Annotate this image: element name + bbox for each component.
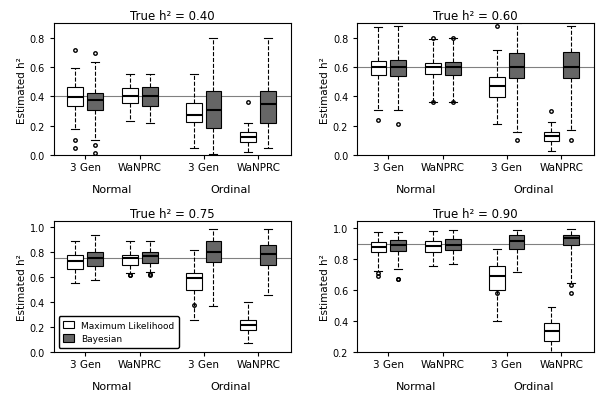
PathPatch shape [241, 133, 256, 143]
PathPatch shape [206, 241, 221, 262]
PathPatch shape [142, 252, 158, 263]
PathPatch shape [87, 94, 103, 111]
Text: Ordinal: Ordinal [514, 381, 554, 391]
Text: Ordinal: Ordinal [211, 381, 251, 391]
Text: Ordinal: Ordinal [211, 184, 251, 194]
PathPatch shape [241, 320, 256, 330]
PathPatch shape [67, 88, 83, 107]
PathPatch shape [67, 255, 83, 269]
Title: True h² = 0.75: True h² = 0.75 [130, 207, 215, 220]
PathPatch shape [445, 63, 461, 75]
Y-axis label: Estimated h²: Estimated h² [17, 57, 27, 123]
Text: Normal: Normal [395, 184, 436, 194]
PathPatch shape [544, 323, 559, 341]
PathPatch shape [122, 256, 138, 265]
Text: Normal: Normal [395, 381, 436, 391]
PathPatch shape [142, 88, 158, 107]
PathPatch shape [371, 62, 386, 76]
PathPatch shape [206, 92, 221, 128]
PathPatch shape [509, 236, 524, 250]
Text: Ordinal: Ordinal [514, 184, 554, 194]
PathPatch shape [122, 89, 138, 104]
PathPatch shape [371, 242, 386, 253]
PathPatch shape [489, 78, 505, 98]
Title: True h² = 0.60: True h² = 0.60 [433, 10, 518, 23]
PathPatch shape [87, 252, 103, 267]
PathPatch shape [390, 61, 406, 77]
PathPatch shape [509, 53, 524, 79]
PathPatch shape [425, 64, 441, 75]
Y-axis label: Estimated h²: Estimated h² [320, 254, 330, 320]
Y-axis label: Estimated h²: Estimated h² [17, 254, 27, 320]
Y-axis label: Estimated h²: Estimated h² [320, 57, 330, 123]
PathPatch shape [445, 240, 461, 250]
PathPatch shape [260, 92, 276, 124]
PathPatch shape [260, 245, 276, 265]
Text: Normal: Normal [92, 184, 133, 194]
Title: True h² = 0.90: True h² = 0.90 [433, 207, 518, 220]
Title: True h² = 0.40: True h² = 0.40 [130, 10, 215, 23]
PathPatch shape [489, 266, 505, 291]
PathPatch shape [186, 273, 202, 290]
PathPatch shape [390, 241, 406, 251]
PathPatch shape [563, 235, 579, 245]
PathPatch shape [544, 133, 559, 142]
Legend: Maximum Likelihood, Bayesian: Maximum Likelihood, Bayesian [59, 316, 179, 348]
PathPatch shape [425, 241, 441, 252]
Text: Normal: Normal [92, 381, 133, 391]
PathPatch shape [186, 104, 202, 123]
PathPatch shape [563, 53, 579, 79]
